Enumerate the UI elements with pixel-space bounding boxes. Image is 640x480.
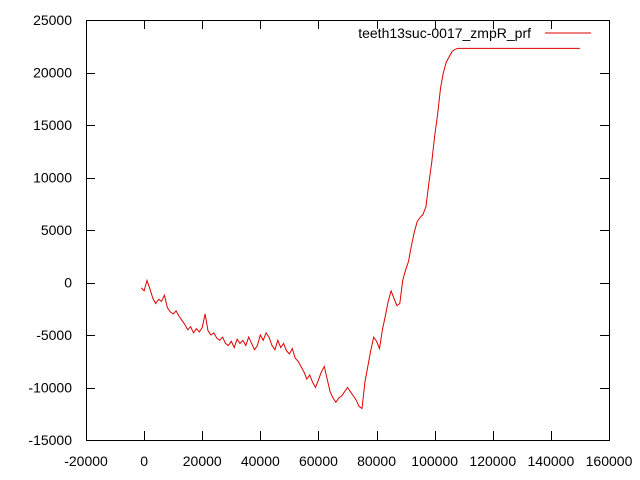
y-tick-label: 25000 — [33, 12, 72, 28]
x-tick-label: 100000 — [411, 453, 458, 469]
x-tick-label: 80000 — [357, 453, 396, 469]
y-tick-label: 10000 — [33, 170, 72, 186]
y-tick-label: -5000 — [36, 327, 72, 343]
x-tick-label: 140000 — [528, 453, 575, 469]
x-tick-label: -20000 — [64, 453, 108, 469]
y-tick-label: 5000 — [41, 222, 72, 238]
y-tick-label: 20000 — [33, 65, 72, 81]
x-tick-label: 160000 — [586, 453, 633, 469]
y-tick-label: -15000 — [28, 432, 72, 448]
axis-tick-labels: -20000 0 20000 40000 60000 80000 100000 120000 1… — [28, 12, 632, 469]
plot-frame — [86, 20, 610, 441]
axis-ticks — [86, 20, 610, 441]
y-tick-label: 15000 — [33, 117, 72, 133]
y-tick-label: -10000 — [28, 380, 72, 396]
legend-label: teeth13suc-0017_zmpR_prf — [358, 25, 531, 41]
legend: teeth13suc-0017_zmpR_prf — [358, 25, 591, 41]
x-tick-label: 120000 — [469, 453, 516, 469]
series-layer — [140, 47, 580, 410]
x-tick-label: 40000 — [241, 453, 280, 469]
series-line — [140, 47, 580, 410]
x-tick-label: 20000 — [183, 453, 222, 469]
x-tick-label: 0 — [140, 453, 148, 469]
x-tick-label: 60000 — [299, 453, 338, 469]
y-tick-label: 0 — [64, 275, 72, 291]
